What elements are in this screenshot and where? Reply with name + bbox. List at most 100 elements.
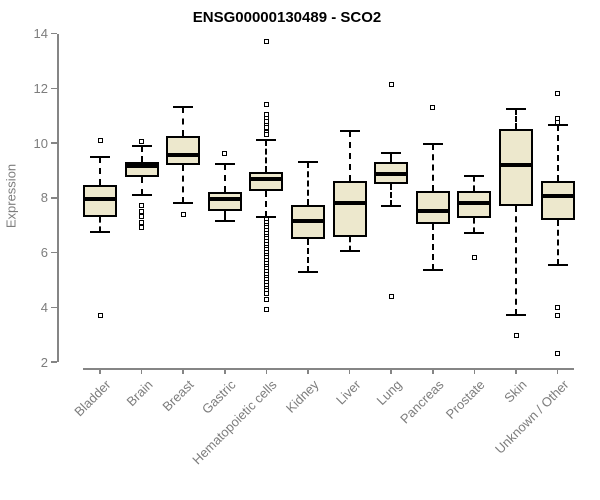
lower-whisker-cap <box>298 270 318 273</box>
upper-whisker <box>556 125 559 182</box>
outlier-point <box>555 119 561 125</box>
box-liver <box>332 181 367 238</box>
outlier-point <box>513 333 519 339</box>
lower-whisker <box>140 177 143 195</box>
upper-whisker-cap <box>256 139 277 142</box>
x-tick-label: Brain <box>123 377 156 410</box>
lower-whisker <box>99 216 101 232</box>
median-line <box>417 209 448 214</box>
box-skin <box>499 129 533 206</box>
lower-whisker <box>265 190 268 217</box>
upper-whisker <box>348 130 351 182</box>
median-line <box>542 194 573 199</box>
outlier-point <box>97 312 103 318</box>
upper-whisker-cap <box>506 107 526 110</box>
outlier-point <box>555 304 561 310</box>
upper-whisker-cap <box>131 144 152 147</box>
upper-whisker <box>223 163 226 193</box>
lower-whisker <box>182 164 185 204</box>
median-line <box>85 197 115 202</box>
outlier-point <box>555 312 561 318</box>
x-tick-label: Liver <box>332 377 364 408</box>
upper-whisker <box>99 156 101 186</box>
box-bladder <box>83 185 117 217</box>
lower-whisker-cap <box>422 269 443 272</box>
y-tick-label: 2 <box>40 354 48 370</box>
lower-whisker-cap <box>547 263 568 266</box>
x-tick-label: Unknown / Other <box>491 377 572 457</box>
upper-whisker-cap <box>464 174 485 177</box>
outlier-point <box>139 214 145 220</box>
x-tick-label: Skin <box>501 377 530 406</box>
y-tick-label: 8 <box>40 190 48 206</box>
upper-whisker <box>265 140 268 172</box>
x-tick <box>99 368 101 374</box>
upper-whisker <box>390 152 393 163</box>
upper-whisker <box>182 107 185 137</box>
lower-whisker-cap <box>381 204 402 207</box>
lower-whisker-cap <box>339 250 360 253</box>
x-tick-label: Pancreas <box>396 377 447 427</box>
outlier-point <box>139 225 145 231</box>
y-axis <box>57 33 59 362</box>
upper-whisker-cap <box>90 155 110 158</box>
lower-whisker-cap <box>214 220 235 223</box>
y-tick-label: 6 <box>40 245 48 260</box>
y-tick <box>51 142 57 144</box>
upper-whisker-cap <box>214 162 235 165</box>
upper-whisker-cap <box>298 161 318 164</box>
lower-whisker <box>473 218 476 234</box>
lower-whisker <box>556 219 559 265</box>
lower-whisker-cap <box>90 230 110 233</box>
outlier-point <box>263 307 269 313</box>
outlier-point <box>139 219 145 225</box>
y-tick <box>51 251 57 254</box>
outlier-point <box>139 208 145 214</box>
y-tick-label: 12 <box>33 80 48 96</box>
outlier-point <box>555 351 561 357</box>
y-tick-label: 14 <box>33 26 48 41</box>
outlier-point <box>263 291 269 297</box>
outlier-point <box>555 91 561 97</box>
chart-title: ENSG00000130489 - SCO2 <box>192 9 382 26</box>
x-axis <box>83 368 574 370</box>
upper-whisker-cap <box>422 143 443 146</box>
lower-whisker-cap <box>173 202 194 205</box>
upper-whisker <box>140 145 143 163</box>
y-tick-label: 4 <box>40 299 48 315</box>
lower-whisker-cap <box>506 314 526 317</box>
y-tick <box>51 32 57 35</box>
x-tick <box>390 368 392 374</box>
upper-whisker <box>473 175 476 191</box>
x-tick <box>265 368 268 374</box>
lower-whisker-cap <box>131 194 152 196</box>
outlier-point <box>263 296 269 302</box>
x-tick-label: Bladder <box>71 377 114 420</box>
median-line <box>168 153 199 158</box>
x-tick <box>473 368 476 374</box>
outlier-point <box>263 102 269 108</box>
x-tick-label: Prostate <box>443 377 488 422</box>
x-tick-label: Gastric <box>198 377 239 417</box>
x-tick <box>182 368 184 374</box>
outlier-point <box>139 203 145 209</box>
upper-whisker-cap <box>339 129 360 132</box>
outlier-point <box>388 293 394 299</box>
x-tick <box>307 368 309 374</box>
outlier-point <box>263 132 269 138</box>
box-unknown-other <box>540 181 575 220</box>
upper-whisker <box>515 108 517 130</box>
lower-whisker <box>515 205 517 316</box>
x-tick <box>140 368 143 374</box>
median-line <box>293 219 323 224</box>
y-tick <box>51 87 57 89</box>
x-tick <box>348 368 351 374</box>
median-line <box>376 172 407 177</box>
box-breast <box>166 136 201 165</box>
x-tick-label: Kidney <box>282 377 322 416</box>
lower-whisker-cap <box>256 215 277 218</box>
median-line <box>251 176 282 181</box>
x-tick-label: Lung <box>373 377 405 409</box>
outlier-point <box>180 211 186 217</box>
box-hematopoietic-cells <box>249 171 284 191</box>
